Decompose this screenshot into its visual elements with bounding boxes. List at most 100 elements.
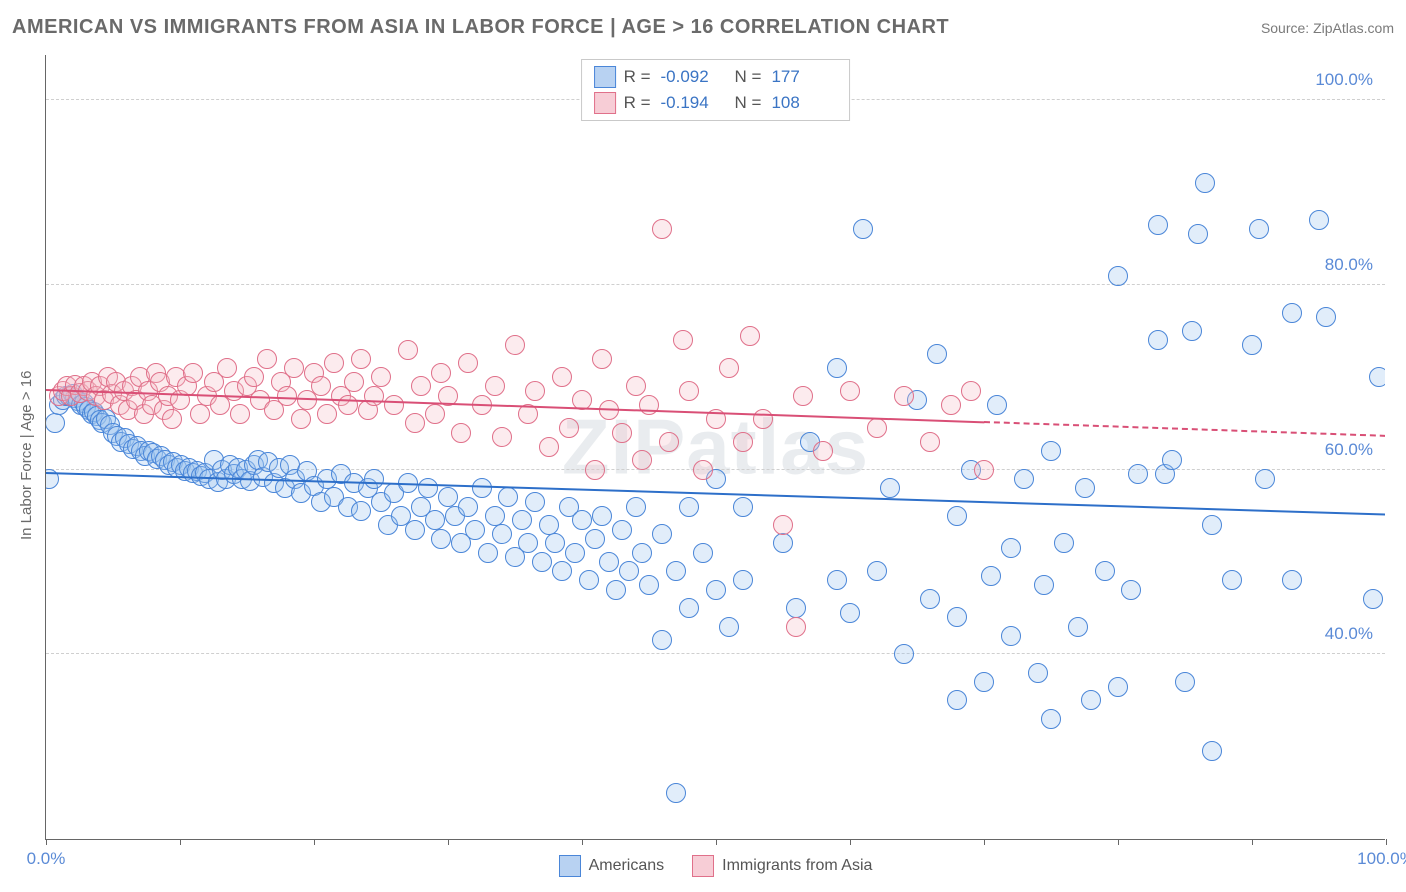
data-point-immigrants_asia: [632, 450, 652, 470]
data-point-americans: [733, 497, 753, 517]
data-point-americans: [418, 478, 438, 498]
data-point-americans: [693, 543, 713, 563]
x-tick: [180, 839, 181, 845]
x-tick: [984, 839, 985, 845]
x-tick: [582, 839, 583, 845]
data-point-americans: [1222, 570, 1242, 590]
data-point-immigrants_asia: [505, 335, 525, 355]
data-point-americans: [592, 506, 612, 526]
data-point-americans: [1202, 741, 1222, 761]
legend-item-immigrants_asia: Immigrants from Asia: [692, 855, 872, 877]
data-point-americans: [1309, 210, 1329, 230]
data-point-americans: [438, 487, 458, 507]
x-tick-label: 100.0%: [1357, 849, 1406, 869]
bottom-legend: Americans Immigrants from Asia: [46, 855, 1385, 877]
data-point-americans: [364, 469, 384, 489]
stats-n-value: 108: [771, 93, 837, 113]
data-point-immigrants_asia: [626, 376, 646, 396]
data-point-americans: [1162, 450, 1182, 470]
data-point-immigrants_asia: [539, 437, 559, 457]
data-point-immigrants_asia: [920, 432, 940, 452]
data-point-americans: [518, 533, 538, 553]
data-point-americans: [947, 506, 967, 526]
data-point-immigrants_asia: [753, 409, 773, 429]
data-point-immigrants_asia: [384, 395, 404, 415]
x-tick: [1118, 839, 1119, 845]
data-point-americans: [425, 510, 445, 530]
data-point-immigrants_asia: [485, 376, 505, 396]
data-point-immigrants_asia: [344, 372, 364, 392]
data-point-immigrants_asia: [162, 409, 182, 429]
data-point-immigrants_asia: [277, 386, 297, 406]
stats-r-label: R =: [624, 67, 651, 87]
data-point-immigrants_asia: [451, 423, 471, 443]
data-point-americans: [1182, 321, 1202, 341]
data-point-americans: [679, 497, 699, 517]
data-point-immigrants_asia: [652, 219, 672, 239]
data-point-americans: [981, 566, 1001, 586]
stats-n-label: N =: [735, 93, 762, 113]
data-point-americans: [880, 478, 900, 498]
data-point-americans: [1001, 626, 1021, 646]
legend-item-americans: Americans: [559, 855, 665, 877]
source-label: Source: ZipAtlas.com: [1261, 20, 1394, 36]
data-point-americans: [867, 561, 887, 581]
title-bar: AMERICAN VS IMMIGRANTS FROM ASIA IN LABO…: [12, 16, 1394, 39]
y-tick-label: 40.0%: [1321, 624, 1377, 644]
data-point-americans: [827, 358, 847, 378]
data-point-immigrants_asia: [840, 381, 860, 401]
data-point-immigrants_asia: [398, 340, 418, 360]
data-point-immigrants_asia: [217, 358, 237, 378]
data-point-americans: [1255, 469, 1275, 489]
data-point-immigrants_asia: [941, 395, 961, 415]
data-point-immigrants_asia: [411, 376, 431, 396]
data-point-americans: [525, 492, 545, 512]
data-point-immigrants_asia: [291, 409, 311, 429]
x-tick: [850, 839, 851, 845]
stats-r-value: -0.092: [661, 67, 727, 87]
data-point-americans: [1282, 570, 1302, 590]
data-point-americans: [853, 219, 873, 239]
legend-swatch: [559, 855, 581, 877]
data-point-americans: [679, 598, 699, 618]
data-point-americans: [572, 510, 592, 530]
data-point-immigrants_asia: [492, 427, 512, 447]
data-point-americans: [472, 478, 492, 498]
y-tick-label: 100.0%: [1311, 70, 1377, 90]
data-point-americans: [1188, 224, 1208, 244]
data-point-americans: [465, 520, 485, 540]
data-point-americans: [773, 533, 793, 553]
stats-legend-box: R =-0.092N =177R =-0.194N =108: [581, 59, 851, 121]
data-point-americans: [539, 515, 559, 535]
data-point-americans: [1121, 580, 1141, 600]
data-point-americans: [947, 690, 967, 710]
data-point-americans: [1068, 617, 1088, 637]
data-point-americans: [827, 570, 847, 590]
data-point-immigrants_asia: [324, 353, 344, 373]
stats-n-label: N =: [735, 67, 762, 87]
gridline: [46, 284, 1385, 285]
data-point-immigrants_asia: [552, 367, 572, 387]
data-point-americans: [1108, 677, 1128, 697]
x-tick: [46, 839, 47, 845]
y-tick-label: 60.0%: [1321, 440, 1377, 460]
data-point-immigrants_asia: [813, 441, 833, 461]
data-point-americans: [786, 598, 806, 618]
data-point-americans: [947, 607, 967, 627]
stats-n-value: 177: [771, 67, 837, 87]
data-point-americans: [351, 501, 371, 521]
data-point-americans: [666, 561, 686, 581]
x-tick: [1386, 839, 1387, 845]
y-tick-label: 80.0%: [1321, 255, 1377, 275]
stats-row-americans: R = -0.092 N = 177: [594, 66, 838, 88]
data-point-americans: [458, 497, 478, 517]
data-point-americans: [652, 524, 672, 544]
data-point-immigrants_asia: [183, 363, 203, 383]
legend-swatch: [692, 855, 714, 877]
data-point-americans: [431, 529, 451, 549]
data-point-immigrants_asia: [733, 432, 753, 452]
data-point-americans: [1041, 709, 1061, 729]
x-tick: [1252, 839, 1253, 845]
trend-line: [984, 421, 1385, 437]
data-point-americans: [1028, 663, 1048, 683]
